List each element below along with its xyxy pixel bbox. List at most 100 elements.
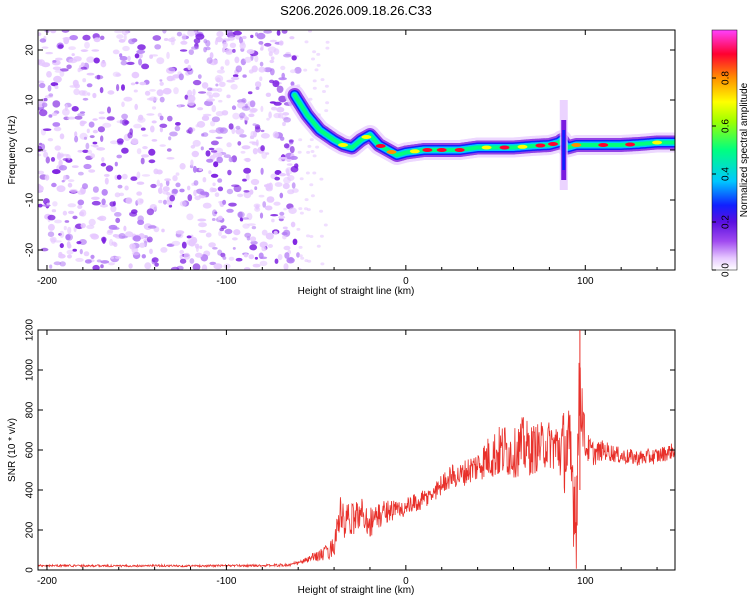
noise-blob	[38, 32, 42, 37]
noise-blob	[226, 94, 231, 99]
noise-blob	[123, 96, 133, 102]
noise-blob	[127, 132, 133, 139]
snr-ytick-label: 600	[25, 441, 36, 458]
noise-blob	[121, 30, 129, 36]
noise-blob	[107, 229, 114, 234]
noise-blob	[234, 56, 240, 64]
noise-blob	[47, 231, 55, 237]
noise-blob	[274, 176, 281, 181]
noise-blob	[237, 141, 242, 146]
noise-blob	[223, 263, 231, 269]
noise-blob	[74, 83, 80, 89]
noise-blob	[47, 214, 56, 221]
noise-blob	[46, 71, 52, 78]
noise-blob	[162, 186, 170, 192]
noise-blob	[312, 79, 317, 83]
noise-blob	[159, 79, 163, 82]
noise-blob	[134, 53, 140, 59]
trace-hotspot	[386, 150, 397, 154]
noise-blob	[116, 154, 122, 159]
noise-blob	[244, 267, 251, 270]
noise-blob	[82, 149, 89, 153]
noise-blob	[90, 254, 95, 259]
noise-blob	[130, 176, 138, 181]
noise-blob	[217, 178, 223, 183]
noise-blob	[69, 35, 78, 41]
noise-blob	[83, 136, 88, 140]
noise-blob	[288, 256, 294, 262]
noise-blob	[141, 174, 151, 177]
noise-blob	[249, 189, 254, 195]
snr-xtick-label: 100	[577, 576, 594, 587]
noise-blob	[224, 59, 230, 66]
noise-blob	[58, 253, 66, 259]
noise-blob	[52, 66, 62, 71]
noise-blob	[132, 235, 141, 242]
noise-blob	[76, 241, 82, 245]
noise-blob	[69, 188, 78, 193]
spectrogram-ytick-label: -20	[25, 242, 36, 257]
noise-blob	[218, 81, 226, 88]
noise-blob	[204, 100, 213, 107]
noise-blob	[188, 49, 194, 55]
noise-blob	[193, 189, 197, 197]
snr-xtick-label: -200	[37, 576, 57, 587]
noise-blob	[159, 123, 168, 128]
snr-xtick-label: 0	[403, 576, 409, 587]
noise-blob	[124, 185, 129, 191]
noise-blob	[276, 85, 284, 94]
noise-blob	[319, 234, 324, 238]
noise-blob	[291, 182, 296, 189]
noise-blob	[232, 112, 240, 120]
noise-blob	[67, 226, 72, 234]
noise-blob	[184, 94, 189, 100]
noise-blob	[123, 33, 127, 41]
noise-blob	[67, 254, 72, 259]
noise-blob	[151, 257, 159, 263]
noise-blob	[208, 170, 212, 175]
noise-blob	[254, 126, 261, 133]
colorbar-ticks: 0.0 0.2 0.4 0.6 0.8	[712, 71, 732, 277]
noise-blob	[159, 115, 164, 121]
noise-blob	[175, 122, 181, 126]
noise-blob	[245, 173, 250, 181]
noise-blob	[199, 245, 203, 250]
noise-blob	[148, 159, 156, 164]
noise-blob	[208, 129, 217, 134]
noise-blob	[84, 41, 90, 49]
noise-blob	[201, 132, 209, 137]
noise-blob	[177, 104, 181, 109]
noise-blob	[242, 74, 247, 78]
noise-blob	[184, 59, 190, 64]
noise-blob	[67, 203, 77, 208]
noise-blob	[45, 156, 50, 164]
noise-blob	[126, 61, 135, 65]
noise-blob	[102, 122, 112, 128]
noise-blob	[137, 117, 146, 123]
noise-blob	[254, 206, 261, 212]
noise-blob	[100, 135, 104, 142]
noise-blob	[269, 39, 277, 43]
noise-blob	[314, 68, 319, 72]
noise-blob	[289, 146, 295, 154]
noise-blob	[136, 198, 144, 205]
noise-blob	[116, 84, 120, 92]
noise-blob	[81, 49, 88, 52]
noise-blob	[114, 192, 121, 198]
noise-blob	[99, 35, 105, 40]
noise-blob	[101, 198, 106, 206]
noise-blob	[83, 163, 92, 170]
noise-blob	[188, 127, 193, 135]
noise-blob	[49, 236, 57, 243]
noise-blob	[41, 102, 48, 108]
trace-hotspot	[422, 148, 433, 152]
noise-blob	[225, 51, 233, 55]
trace-hotspot	[375, 144, 386, 148]
spike-center	[562, 130, 566, 170]
noise-blob	[141, 63, 150, 70]
noise-blob	[137, 44, 146, 51]
noise-blob	[176, 31, 182, 37]
noise-blob	[262, 201, 267, 208]
noise-blob	[290, 155, 298, 160]
